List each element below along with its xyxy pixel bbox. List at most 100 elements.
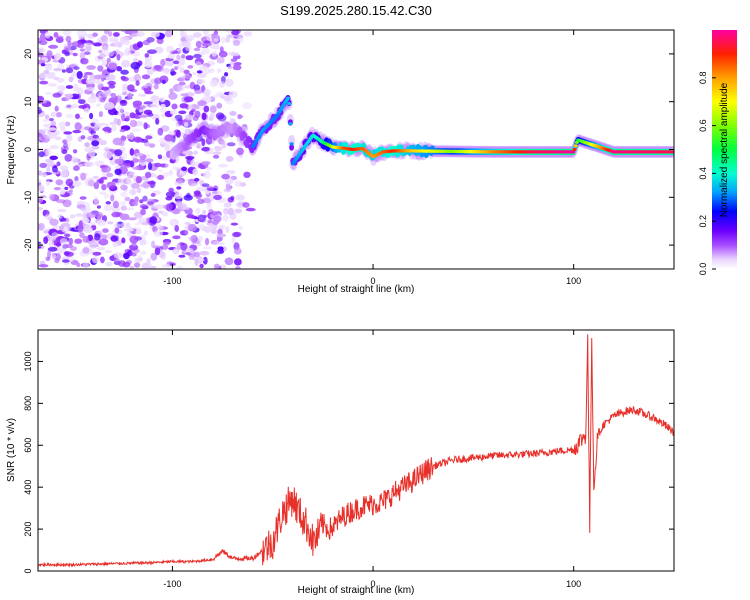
heatmap-cell [161, 263, 172, 268]
heatmap-cell [138, 93, 147, 97]
heatmap-cell [57, 214, 63, 219]
heatmap-cell [183, 96, 194, 103]
heatmap-cell [176, 77, 185, 82]
heatmap-cell [202, 256, 208, 265]
y-tick-label: -10 [23, 191, 33, 204]
heatmap-cell [125, 115, 130, 121]
heatmap-cell [56, 161, 61, 167]
heatmap-cell [216, 242, 226, 246]
heatmap-cell [217, 68, 222, 73]
heatmap-cell [193, 84, 201, 92]
heatmap-cell [62, 199, 72, 208]
heatmap-cell [234, 208, 243, 214]
heatmap-cell [183, 122, 189, 127]
heatmap-cell [107, 80, 116, 86]
heatmap-cell [114, 158, 124, 165]
heatmap-cell [114, 168, 122, 175]
heatmap-cell [211, 190, 219, 195]
heatmap-cell [207, 123, 217, 130]
heatmap-cell [74, 176, 79, 182]
heatmap-cell [134, 222, 141, 226]
heatmap-cell [192, 32, 202, 38]
heatmap-cell [38, 151, 45, 158]
heatmap-cell [62, 139, 68, 144]
colorbar-tick-label: 0.6 [698, 119, 708, 132]
heatmap-cell [247, 136, 252, 144]
heatmap-cell [100, 256, 105, 264]
heatmap-cell [52, 166, 58, 173]
heatmap-cell [99, 54, 108, 57]
heatmap-cell [232, 64, 242, 71]
heatmap-cell [46, 166, 51, 173]
heatmap-cell [219, 46, 224, 53]
heatmap-cell [49, 236, 57, 242]
heatmap-cell [120, 192, 128, 197]
heatmap-cell [151, 31, 160, 38]
heatmap-cell [110, 235, 118, 242]
heatmap-cell [120, 184, 128, 191]
heatmap-cell [93, 196, 99, 205]
heatmap-cell [92, 175, 100, 180]
heatmap-cell [54, 52, 62, 61]
heatmap-cell [70, 246, 77, 252]
heatmap-cell [121, 237, 126, 244]
heatmap-cell [44, 214, 52, 220]
heatmap-cell [53, 32, 59, 38]
heatmap-cell [230, 195, 235, 201]
heatmap-cell [195, 186, 205, 192]
heatmap-cell [224, 78, 234, 87]
heatmap-cell [124, 196, 131, 202]
heatmap-cell [166, 45, 175, 53]
heatmap-cell [135, 80, 140, 86]
heatmap-cell [219, 81, 225, 88]
heatmap-cell [49, 145, 59, 150]
heatmap-cell [62, 30, 72, 37]
heatmap-cell [180, 93, 189, 97]
heatmap-cell [38, 72, 48, 79]
heatmap-cell [61, 259, 70, 263]
heatmap-cell [94, 122, 103, 128]
heatmap-cell [222, 214, 229, 222]
heatmap-cell [126, 173, 134, 179]
heatmap-cell [65, 67, 74, 74]
heatmap-cell [65, 85, 74, 89]
heatmap-cell [82, 42, 93, 48]
heatmap-cell [77, 43, 85, 49]
heatmap-cell [122, 51, 132, 56]
snr-panel: -100 0 100 0 200 400 600 800 1000 Height of str… [6, 329, 675, 596]
heatmap-cell [63, 131, 73, 135]
heatmap-cell [165, 203, 173, 211]
heatmap-cell [184, 221, 191, 226]
heatmap-cell [52, 92, 62, 98]
heatmap-cell [134, 73, 141, 82]
heatmap-cell [161, 244, 169, 251]
heatmap-cell [201, 138, 206, 147]
heatmap-cell [48, 240, 55, 248]
heatmap-cell [202, 197, 212, 204]
heatmap-cell [59, 238, 68, 245]
heatmap-cell [199, 250, 210, 256]
bottom-x-axis-label: Height of straight line (km) [298, 585, 415, 596]
heatmap-cell [103, 193, 110, 199]
heatmap-cell [120, 200, 127, 207]
heatmap-cell [96, 205, 101, 209]
heatmap-cell [122, 261, 131, 268]
heatmap-cell [136, 187, 142, 194]
heatmap-cell [187, 223, 198, 232]
heatmap-cell [340, 148, 346, 155]
heatmap-cell [39, 33, 46, 41]
heatmap-cell [98, 238, 109, 246]
heatmap-cell [232, 39, 241, 47]
heatmap-cell [197, 100, 207, 106]
heatmap-cell [80, 58, 89, 65]
heatmap-cell [119, 36, 130, 43]
heatmap-cell [108, 31, 113, 37]
heatmap-cell [99, 39, 109, 44]
chart-title: S199.2025.280.15.42.C30 [280, 3, 432, 18]
heatmap-cell [82, 235, 89, 243]
heatmap-cell [229, 111, 237, 116]
heatmap-cell [69, 189, 73, 193]
colorbar-tick-label: 0.8 [698, 72, 708, 85]
heatmap-cell [54, 105, 59, 112]
heatmap-cell [67, 40, 72, 47]
